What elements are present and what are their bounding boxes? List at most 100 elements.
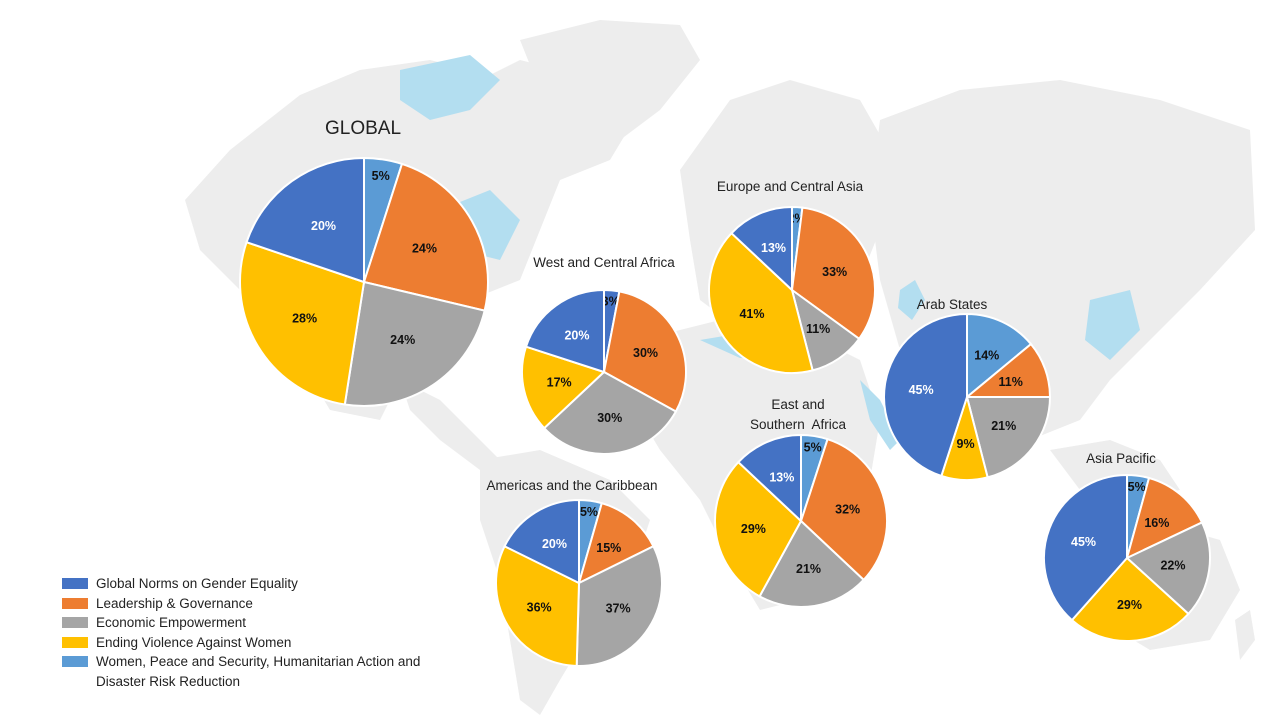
pie-slice: [1070, 556, 1190, 642]
pie-chart-title: Asia Pacific: [1086, 451, 1156, 466]
legend-swatch: [62, 636, 88, 648]
legend-label: Leadership & Governance: [96, 595, 253, 611]
pie-chart: 5% 24% 24% 28% 20% GLOBAL: [239, 118, 489, 407]
pie-slice-label: 30%: [633, 346, 658, 360]
map-east-asia-water: [1085, 290, 1140, 360]
pie-slice: [1043, 473, 1128, 622]
map-caspian: [898, 280, 925, 320]
pie-slice-label: 33%: [822, 265, 847, 279]
pie-chart: 2%33%11%41%13%Europe and Central Asia: [708, 179, 876, 374]
pie-chart: 3% 30% 30% 17% 20% West and Central Africa: [521, 255, 687, 455]
pie-chart-title: Europe and Central Asia: [717, 179, 864, 194]
legend-label: Economic Empowerment: [96, 615, 247, 630]
legend-item-leadership: Leadership & Governance: [62, 594, 436, 614]
pie-charts: 5% 24% 24% 28% 20% GLOBAL 3% 30% 30% 17% 20% West a…: [239, 118, 1211, 667]
pie-chart-title: Southern Africa: [750, 417, 847, 432]
pie-slice: [790, 206, 876, 341]
pie-slice-label: 24%: [390, 333, 415, 347]
pie-slice-label: 37%: [606, 602, 631, 616]
legend-label: Global Norms on Gender Equality: [96, 576, 298, 591]
pie-slice: [245, 156, 365, 284]
pie-chart: 5% 15% 37% 36% 20% Americas and the Caribbean: [486, 478, 663, 667]
pie-chart-title: East and: [771, 397, 824, 412]
legend-item-wps: Women, Peace and Security, Humanitarian …: [62, 652, 436, 691]
pie-slice-label: 16%: [1144, 516, 1169, 530]
pie-slice-label: 5%: [804, 441, 822, 455]
pie-slice-label: 36%: [527, 600, 552, 614]
pie-slice: [714, 460, 803, 598]
pie-slice: [883, 312, 968, 478]
pie-slice-label: 20%: [564, 328, 589, 342]
pie-slice-label: 5%: [1128, 480, 1146, 494]
legend-swatch: [62, 597, 88, 609]
pie-slice-label: 45%: [909, 383, 934, 397]
pie-slice: [362, 162, 489, 312]
pie-slice: [736, 433, 802, 524]
pie-chart: 14%11% 21% 9% 45% Arab States: [883, 297, 1052, 481]
legend-item-evaw: Ending Violence Against Women: [62, 633, 436, 653]
pie-slice-label: 21%: [796, 562, 821, 576]
pie-slice-label: 5%: [372, 169, 390, 183]
pie-slice-label: 29%: [741, 522, 766, 536]
legend-swatch: [62, 578, 88, 589]
pie-slice: [575, 544, 663, 667]
pie-slice: [965, 396, 1052, 479]
pie-slice-label: 30%: [597, 411, 622, 425]
pie-chart-title: Arab States: [917, 297, 988, 312]
map-central-america: [400, 380, 500, 470]
pie-slice-label: 13%: [769, 470, 794, 484]
pie-slice: [966, 312, 1033, 400]
pie-slice: [503, 498, 580, 585]
map-new-zealand: [1235, 610, 1255, 660]
pie-slice-label: 32%: [835, 503, 860, 517]
legend-label: Women, Peace and Security, Humanitarian …: [96, 654, 421, 689]
pie-slice-label: 11%: [999, 375, 1023, 389]
legend-swatch: [62, 617, 88, 628]
pie-slice-label: 21%: [991, 419, 1016, 433]
pie-chart-title: Americas and the Caribbean: [486, 478, 657, 493]
pie-slice-label: 13%: [761, 241, 786, 255]
legend-swatch: [62, 656, 88, 667]
pie-slice: [542, 370, 678, 455]
pie-slice: [602, 290, 687, 413]
pie-slice-label: 29%: [1117, 598, 1142, 612]
map-red-sea: [860, 380, 900, 450]
pie-slice-label: 28%: [292, 311, 317, 325]
pie-slice: [708, 231, 814, 374]
legend-item-norms: Global Norms on Gender Equality: [62, 574, 436, 594]
pie-slice-label: 15%: [596, 541, 621, 555]
pie-slice-label: 22%: [1160, 558, 1185, 572]
legend: Global Norms on Gender Equality Leadersh…: [62, 574, 436, 691]
map-arctic-water: [400, 55, 500, 120]
map-greenland: [520, 20, 700, 140]
pie-slice-label: 3%: [602, 294, 620, 308]
pie-slice: [1125, 476, 1204, 560]
pie-slice-label: 45%: [1071, 535, 1096, 549]
pie-chart-title: GLOBAL: [325, 118, 401, 139]
pie-slice: [343, 280, 486, 407]
pie-chart: 5% 32% 21% 29% 13% East and Southern Africa: [714, 397, 888, 608]
pie-slice: [521, 345, 606, 430]
pie-slice: [730, 205, 793, 293]
pie-slice: [495, 544, 581, 667]
pie-slice: [1125, 521, 1211, 616]
pie-slice-label: 41%: [739, 307, 764, 321]
pie-slice-label: 20%: [311, 219, 336, 233]
pie-slice: [799, 437, 888, 582]
pie-slice-label: 20%: [542, 537, 567, 551]
pie-slice: [577, 501, 655, 585]
pie-slice-label: 24%: [412, 241, 437, 255]
pie-slice: [758, 519, 866, 608]
pie-chart-title: West and Central Africa: [533, 255, 675, 270]
pie-slice: [524, 288, 605, 374]
legend-item-economic: Economic Empowerment: [62, 613, 436, 633]
pie-slice-label: 14%: [974, 348, 999, 362]
pie-chart: 5% 16% 22% 29% 45% Asia Pacific: [1043, 451, 1211, 642]
legend-label: Ending Violence Against Women: [96, 634, 292, 650]
pie-slice: [239, 240, 366, 406]
pie-slice-label: 9%: [957, 437, 975, 451]
pie-slice-label: 5%: [580, 505, 598, 519]
pie-slice-label: 17%: [547, 376, 572, 390]
pie-slice-label: 11%: [806, 322, 830, 336]
